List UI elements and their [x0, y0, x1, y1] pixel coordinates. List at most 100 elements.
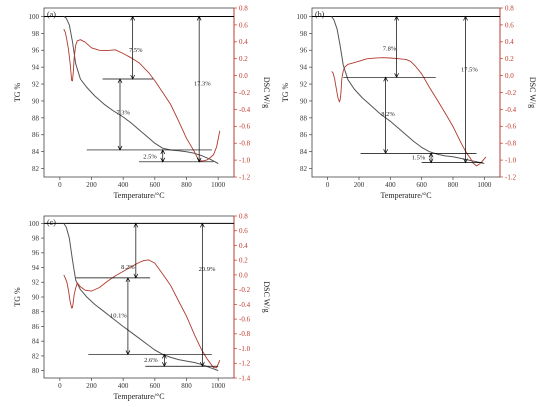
dsc-tick-label: 0.6: [239, 21, 248, 29]
mass-loss-label: 20.9%: [199, 266, 216, 273]
panel-a: 82 84 86 88 90 92 94 96 98 100 -1.2 -1.0 -0.8 -0.6 -0.…: [13, 4, 271, 200]
mass-loss-arrow-1-head-top: [394, 15, 399, 21]
dsc-tick-label: 0.8: [239, 212, 248, 220]
tg-axis-title: TG %: [281, 83, 290, 103]
mass-loss-label: 8.2%: [381, 111, 395, 118]
dsc-tick-label: -0.4: [239, 301, 251, 309]
tg-tick-label: 82: [300, 165, 308, 173]
mass-loss-arrow-3-head-bottom: [160, 157, 166, 163]
tg-tick-label: 90: [32, 97, 40, 105]
tg-tick-label: 88: [300, 114, 308, 122]
mass-loss-label: 2.5%: [143, 153, 157, 160]
dsc-tick-label: 0.0: [239, 271, 248, 279]
mass-loss-label: 17.3%: [194, 81, 211, 88]
dsc-tick-label: 0.2: [505, 55, 514, 63]
mass-loss-arrow-3-head-bottom: [428, 158, 434, 164]
mass-loss-arrow-1-head-top: [133, 222, 139, 228]
tg-tick-label: 98: [32, 30, 40, 38]
mass-loss-arrow-3-head-top: [162, 353, 167, 359]
mass-loss-label: 10.1%: [110, 313, 127, 320]
x-tick-label: 400: [118, 382, 129, 390]
x-tick-label: 800: [448, 181, 459, 189]
mass-loss-label: 17.5%: [461, 66, 478, 73]
mass-loss-label: 7.8%: [383, 45, 397, 52]
dsc-tick-label: -0.8: [239, 140, 251, 148]
mass-loss-arrow-total-head-bottom: [196, 157, 202, 163]
x-tick-label: 0: [326, 181, 330, 189]
mass-loss-arrow-1-head-top: [130, 15, 135, 21]
dsc-tick-label: 0.4: [239, 242, 248, 250]
mass-loss-label: 1.5%: [412, 154, 426, 161]
x-tick-label: 600: [150, 181, 161, 189]
mass-loss-label: 7.3%: [116, 109, 130, 116]
mass-loss-arrow-total-head-top: [463, 15, 468, 21]
tg-tick-label: 88: [32, 114, 40, 122]
plot-frame: [311, 7, 501, 178]
x-tick-label: 0: [58, 181, 62, 189]
dsc-tick-label: 0.0: [505, 72, 514, 80]
tg-tick-label: 90: [300, 97, 308, 105]
tg-tick-label: 88: [32, 308, 40, 316]
mass-loss-arrow-1-head-bottom: [394, 73, 399, 79]
panel-label: (c): [47, 218, 56, 227]
tg-tick-label: 84: [32, 338, 40, 346]
tg-tick-label: 96: [32, 249, 40, 257]
dsc-axis-title: DSC W/g: [262, 77, 271, 108]
mass-loss-arrow-1-head-bottom: [133, 273, 139, 279]
x-tick-label: 1000: [477, 181, 492, 189]
mass-loss-arrow-3-head-top: [160, 149, 166, 155]
tg-tick-label: 94: [32, 64, 40, 72]
dsc-tick-label: 0.2: [239, 55, 248, 63]
mass-loss-label: 8.2%: [121, 264, 135, 271]
x-axis-title: Temperature/°C: [113, 392, 164, 401]
dsc-tick-label: -1.0: [239, 345, 251, 353]
dsc-curve: [331, 57, 487, 167]
mass-loss-arrow-total-head-top: [200, 222, 205, 228]
tg-tick-label: 82: [32, 165, 40, 173]
dsc-tick-label: -1.0: [239, 157, 251, 165]
tg-tick-label: 92: [300, 80, 308, 88]
dsc-tick-label: -0.2: [239, 286, 251, 294]
dsc-axis-title: DSC W/g: [528, 77, 537, 108]
dsc-tick-label: -0.6: [239, 123, 251, 131]
x-tick-label: 200: [354, 181, 365, 189]
dsc-tick-label: 0.2: [239, 257, 248, 265]
mass-loss-arrow-2-head-bottom: [383, 149, 388, 155]
x-tick-label: 1000: [211, 382, 226, 390]
tg-curve: [63, 16, 219, 164]
x-axis-title: Temperature/°C: [380, 191, 431, 200]
mass-loss-arrow-total-head-bottom: [463, 158, 468, 164]
dsc-tick-label: -1.2: [239, 360, 251, 368]
dsc-tick-label: -0.2: [239, 89, 251, 97]
dsc-tick-label: -0.8: [239, 330, 251, 338]
dsc-tick-label: -1.2: [239, 173, 251, 181]
dsc-tick-label: 0.4: [505, 38, 514, 46]
dsc-tick-label: -0.4: [239, 106, 251, 114]
tg-tick-label: 98: [300, 30, 308, 38]
x-axis-title: Temperature/°C: [113, 191, 164, 200]
tg-axis-title: TG %: [13, 83, 22, 103]
dsc-tick-label: -1.4: [239, 374, 251, 382]
x-tick-label: 600: [150, 382, 161, 390]
mass-loss-arrow-1-head-bottom: [130, 74, 135, 80]
tg-tick-label: 86: [32, 323, 40, 331]
dsc-tick-label: 0.0: [239, 72, 248, 80]
dsc-tick-label: 0.6: [505, 21, 514, 29]
dsc-tick-label: 0.4: [239, 38, 248, 46]
mass-loss-arrow-total-head-bottom: [200, 362, 205, 368]
tg-tick-label: 80: [32, 367, 40, 375]
dsc-tick-label: -1.2: [505, 173, 517, 181]
dsc-tick-label: -0.8: [505, 140, 517, 148]
dsc-curve: [63, 28, 221, 162]
tg-tick-label: 100: [29, 13, 40, 21]
x-tick-label: 800: [181, 382, 192, 390]
tg-tick-label: 92: [32, 279, 40, 287]
x-tick-label: 400: [118, 181, 129, 189]
tg-tick-label: 100: [29, 220, 40, 228]
mass-loss-arrow-total-head-top: [196, 15, 202, 21]
tg-tick-label: 84: [300, 148, 308, 156]
tg-tick-label: 86: [300, 131, 308, 139]
dsc-tick-label: 0.6: [239, 227, 248, 235]
mass-loss-label: 7.5%: [129, 47, 143, 54]
panel-label: (a): [47, 10, 56, 19]
